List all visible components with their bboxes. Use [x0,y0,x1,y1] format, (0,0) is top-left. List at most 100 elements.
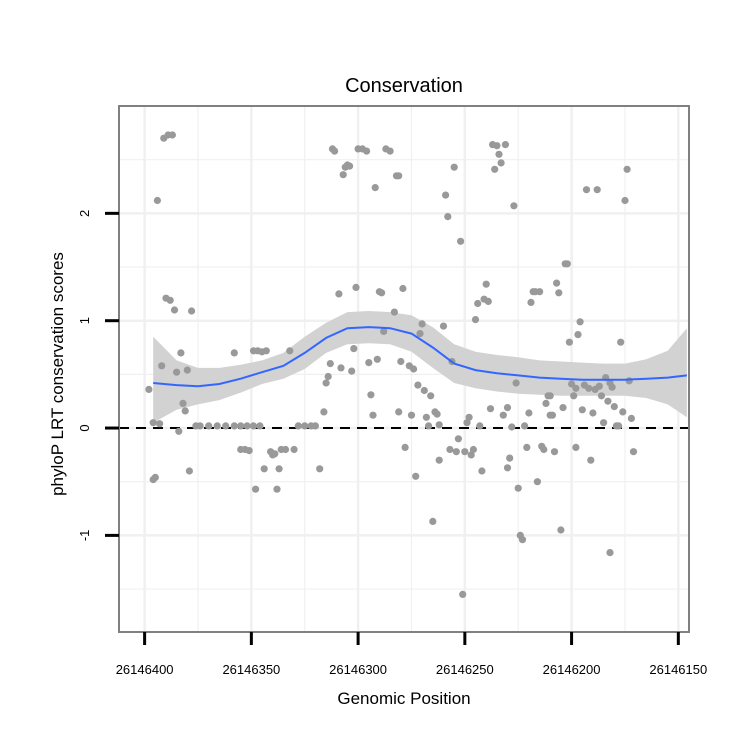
data-point [175,427,183,435]
x-axis: 26146400 26146350 26146300 26146250 26146200… [116,632,707,677]
data-point [401,443,409,451]
data-point [459,590,467,599]
data-point [587,456,595,464]
data-point [574,331,582,339]
x-tick-label: 26146200 [543,662,601,677]
data-point [565,338,574,346]
chart-title: Conservation [345,75,463,97]
data-point [386,147,394,155]
data-point [533,478,542,486]
data-point [425,422,433,430]
data-point [145,385,153,393]
data-point [469,445,477,454]
data-point [593,186,601,194]
data-point [450,163,458,171]
data-point [205,422,213,430]
data-point [412,472,420,480]
data-point [629,448,638,456]
data-point [397,357,405,366]
data-point [444,213,452,221]
data-point [550,448,559,456]
data-point [491,165,499,173]
data-point [156,420,164,428]
data-point [525,409,533,417]
data-point [527,298,535,306]
data-point [433,410,441,418]
data-point [213,422,221,430]
data-point [230,349,238,357]
data-point [245,447,253,455]
data-point [465,413,473,421]
data-point [435,421,443,429]
data-point [222,422,230,430]
data-point [414,381,422,389]
data-point [572,384,580,392]
data-point [457,237,465,245]
data-point [378,289,386,297]
data-point [181,407,189,415]
data-point [420,386,428,395]
data-point [476,422,484,430]
data-point [365,359,373,367]
data-point [546,392,554,400]
data-point [486,405,495,413]
data-point [597,392,606,400]
data-point [158,362,166,370]
data-point [418,320,426,328]
data-point [559,404,567,412]
data-point [503,464,512,472]
data-point [273,485,281,493]
data-point [615,422,623,430]
data-point [555,289,563,297]
data-point [311,422,319,430]
data-point [286,347,294,355]
data-point [363,147,371,155]
data-point [446,445,454,454]
data-point [369,411,377,419]
data-point [482,280,490,288]
data-point [540,445,548,454]
data-point [484,297,492,305]
data-point [625,377,633,385]
data-point [275,465,283,473]
data-point [621,196,629,205]
data-point [399,284,407,293]
data-point [495,150,503,158]
data-point [467,451,475,459]
data-point [493,142,501,150]
data-point [471,316,480,324]
data-point [585,384,593,392]
scatter-points [145,131,638,599]
data-point [435,456,443,464]
data-point [506,454,514,462]
data-point [416,330,424,338]
data-point [407,411,416,419]
data-point [542,399,550,407]
data-point [452,448,460,456]
data-point [367,391,375,399]
data-point [326,360,334,368]
data-point [380,327,388,335]
data-point [348,367,356,375]
data-point [510,202,518,210]
data-point [427,392,435,400]
data-point [474,299,482,308]
data-point [249,422,258,430]
data-point [454,435,462,443]
data-point [582,186,591,194]
data-point [395,172,403,180]
data-point [595,382,603,390]
data-point [523,443,531,451]
data-point [499,411,507,419]
data-point [606,379,614,387]
data-point [243,422,251,430]
data-point [606,549,614,557]
x-tick-label: 26146350 [222,662,280,677]
data-point [518,536,527,544]
data-point [337,364,345,372]
data-point [546,411,554,419]
x-tick-label: 26146400 [116,662,174,677]
data-point [183,366,191,374]
data-point [439,322,448,330]
data-point [324,372,332,381]
